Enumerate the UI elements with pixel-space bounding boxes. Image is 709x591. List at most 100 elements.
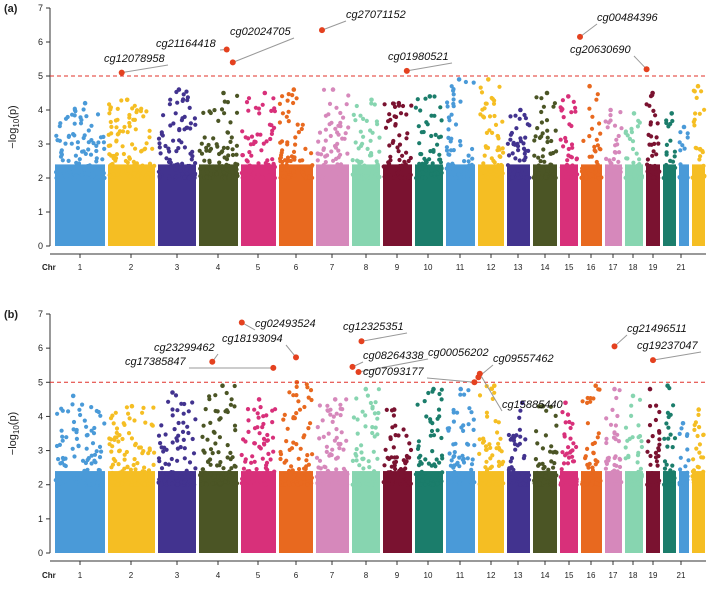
snp-point bbox=[110, 414, 114, 418]
snp-point bbox=[384, 126, 388, 130]
snp-point bbox=[209, 447, 213, 451]
snp-point bbox=[685, 447, 689, 451]
snp-point bbox=[81, 459, 85, 463]
snp-point bbox=[141, 449, 145, 453]
snp-point bbox=[361, 135, 365, 139]
snp-point bbox=[229, 457, 233, 461]
snp-point bbox=[548, 163, 552, 167]
annotation-leader-line bbox=[580, 24, 597, 37]
snp-point bbox=[472, 81, 476, 85]
snp-point bbox=[170, 482, 174, 486]
snp-point bbox=[170, 407, 174, 411]
snp-point bbox=[231, 147, 235, 151]
y-tick-label: 1 bbox=[38, 514, 43, 524]
snp-point bbox=[77, 444, 81, 448]
snp-point bbox=[472, 443, 476, 447]
snp-point bbox=[553, 101, 557, 105]
snp-point bbox=[337, 474, 341, 478]
snp-point bbox=[377, 150, 381, 154]
snp-point bbox=[581, 139, 585, 143]
snp-point bbox=[264, 413, 268, 417]
snp-peak-point bbox=[177, 87, 182, 92]
snp-point bbox=[522, 158, 526, 162]
snp-point bbox=[634, 483, 638, 487]
snp-point bbox=[497, 85, 501, 89]
snp-point bbox=[554, 424, 558, 428]
chromosome-21 bbox=[678, 421, 691, 553]
snp-point bbox=[552, 479, 556, 483]
snp-point bbox=[400, 154, 404, 158]
snp-point bbox=[132, 160, 136, 164]
snp-point bbox=[116, 478, 120, 482]
snp-point bbox=[513, 156, 517, 160]
snp-point bbox=[469, 468, 473, 472]
snp-point bbox=[569, 482, 573, 486]
chromosome-18 bbox=[624, 394, 644, 553]
snp-peak-point bbox=[648, 387, 653, 392]
snp-point bbox=[470, 462, 474, 466]
snp-point bbox=[213, 474, 217, 478]
snp-point bbox=[82, 107, 86, 111]
snp-point bbox=[224, 168, 228, 172]
snp-point bbox=[685, 471, 689, 475]
snp-point bbox=[573, 106, 577, 110]
snp-peak-point bbox=[650, 91, 655, 96]
snp-point bbox=[298, 408, 302, 412]
annotation-leader-line bbox=[233, 38, 294, 62]
snp-point bbox=[91, 441, 95, 445]
snp-point bbox=[228, 140, 232, 144]
snp-point bbox=[175, 408, 179, 412]
snp-point bbox=[511, 151, 515, 155]
snp-point bbox=[655, 459, 659, 463]
snp-point bbox=[54, 134, 58, 138]
snp-point bbox=[338, 403, 342, 407]
chromosome-label: 21 bbox=[677, 571, 686, 580]
snp-point bbox=[176, 447, 180, 451]
snp-point bbox=[122, 467, 126, 471]
snp-point bbox=[181, 421, 185, 425]
snp-point bbox=[452, 463, 456, 467]
snp-point bbox=[283, 413, 287, 417]
snp-point bbox=[341, 448, 345, 452]
snp-point bbox=[631, 147, 635, 151]
snp-point bbox=[404, 112, 408, 116]
snp-point bbox=[198, 473, 202, 477]
snp-point bbox=[470, 147, 474, 151]
snp-point bbox=[112, 421, 116, 425]
snp-point bbox=[436, 428, 440, 432]
snp-point bbox=[495, 430, 499, 434]
snp-point bbox=[328, 122, 332, 126]
snp-point bbox=[638, 434, 642, 438]
snp-point bbox=[135, 461, 139, 465]
snp-point bbox=[501, 481, 505, 485]
snp-point bbox=[464, 80, 468, 84]
snp-point bbox=[439, 479, 443, 483]
snp-point bbox=[534, 457, 538, 461]
snp-point bbox=[383, 102, 387, 106]
chromosome-17 bbox=[604, 108, 624, 246]
snp-point bbox=[333, 127, 337, 131]
snp-point bbox=[512, 439, 516, 443]
significant-point-cg02493524 bbox=[239, 320, 245, 326]
snp-point bbox=[403, 466, 407, 470]
snp-point bbox=[307, 475, 311, 479]
snp-point bbox=[387, 457, 391, 461]
snp-point bbox=[61, 439, 65, 443]
snp-point bbox=[213, 393, 217, 397]
snp-point bbox=[390, 482, 394, 486]
snp-point bbox=[107, 111, 111, 115]
snp-point bbox=[554, 129, 558, 133]
snp-point bbox=[604, 416, 608, 420]
snp-point bbox=[221, 466, 225, 470]
snp-point bbox=[382, 480, 386, 484]
snp-point bbox=[264, 463, 268, 467]
snp-point bbox=[182, 438, 186, 442]
snp-point bbox=[447, 153, 451, 157]
snp-point bbox=[213, 441, 217, 445]
snp-point bbox=[222, 146, 226, 150]
snp-point bbox=[72, 454, 76, 458]
snp-point bbox=[75, 437, 79, 441]
snp-point bbox=[230, 170, 234, 174]
snp-point bbox=[241, 175, 245, 179]
snp-point bbox=[565, 163, 569, 167]
